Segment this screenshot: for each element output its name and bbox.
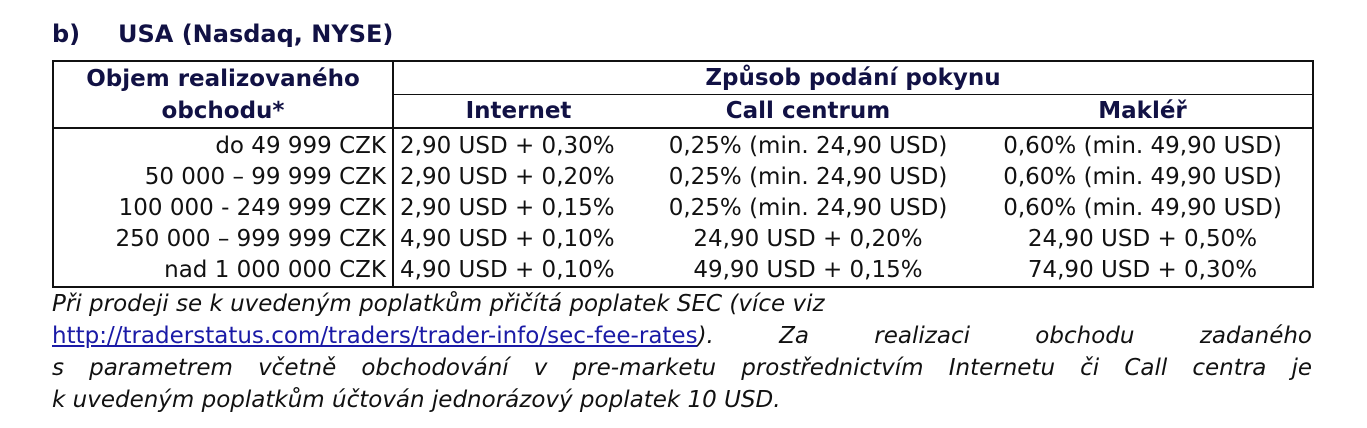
internet-fee-cell: 2,90 USD + 0,15% [400, 195, 615, 221]
call-center-fee-cell: 0,25% (min. 24,90 USD) [668, 195, 948, 221]
table-row: do 49 999 CZK 2,90 USD + 0,30% 0,25% (mi… [52, 128, 1314, 162]
column-header-call-center: Call centrum [643, 94, 973, 129]
internet-fee-cell: 2,90 USD + 0,30% [400, 133, 615, 159]
call-center-fee-cell: 49,90 USD + 0,15% [643, 255, 973, 288]
column-group-header: Způsob podání pokynu [393, 60, 1314, 95]
column-header-volume: Objem realizovaného obchodu* [52, 60, 394, 129]
table-row: nad 1 000 000 CZK 4,90 USD + 0,10% 49,90… [52, 255, 1314, 288]
broker-fee-cell: 24,90 USD + 0,50% [973, 224, 1314, 255]
volume-range-cell: 50 000 – 99 999 CZK [52, 162, 394, 193]
note-line: http://traderstatus.com/traders/trader-i… [52, 320, 1312, 352]
note-line: k uvedeným poplatkům účtován jednorázový… [52, 387, 781, 413]
call-center-fee-cell: 0,25% (min. 24,90 USD) [668, 133, 948, 159]
note-line: Při prodeji se k uvedeným poplatkům přič… [52, 291, 825, 317]
column-header-internet: Internet [393, 94, 643, 129]
table-row: 100 000 - 249 999 CZK 2,90 USD + 0,15% 0… [52, 193, 1314, 224]
volume-range-cell: nad 1 000 000 CZK [52, 255, 394, 288]
note-line: s parametrem včetně obchodování v pre-ma… [52, 355, 1312, 381]
call-center-fee-cell: 24,90 USD + 0,20% [693, 226, 923, 252]
sec-fee-rates-link[interactable]: http://traderstatus.com/traders/trader-i… [52, 323, 698, 349]
volume-range-cell: do 49 999 CZK [52, 128, 394, 162]
broker-fee-cell: 0,60% (min. 49,90 USD) [973, 193, 1314, 224]
fee-note: Při prodeji se k uvedeným poplatkům přič… [52, 288, 1312, 416]
broker-fee-cell: 74,90 USD + 0,30% [973, 255, 1314, 288]
internet-fee-cell: 4,90 USD + 0,10% [393, 255, 643, 288]
column-header-broker: Makléř [973, 94, 1314, 129]
volume-range-cell: 100 000 - 249 999 CZK [52, 193, 394, 224]
section-heading: b) USA (Nasdaq, NYSE) [52, 20, 393, 48]
table-row: 50 000 – 99 999 CZK 2,90 USD + 0,20% 0,2… [52, 162, 1314, 193]
note-line-tail: ). Za realizaci obchodu zadaného [697, 323, 1312, 349]
broker-fee-cell: 0,60% (min. 49,90 USD) [973, 128, 1314, 162]
volume-range-cell: 250 000 – 999 999 CZK [52, 224, 394, 255]
section-number: b) [52, 20, 81, 48]
section-title: USA (Nasdaq, NYSE) [118, 20, 394, 48]
internet-fee-cell: 2,90 USD + 0,20% [400, 164, 615, 190]
call-center-fee-cell: 0,25% (min. 24,90 USD) [668, 164, 948, 190]
table-row: 250 000 – 999 999 CZK 4,90 USD + 0,10% 2… [52, 224, 1314, 255]
broker-fee-cell: 0,60% (min. 49,90 USD) [973, 162, 1314, 193]
fee-table: Objem realizovaného obchodu* Způsob podá… [52, 60, 1314, 288]
internet-fee-cell: 4,90 USD + 0,10% [400, 226, 615, 252]
